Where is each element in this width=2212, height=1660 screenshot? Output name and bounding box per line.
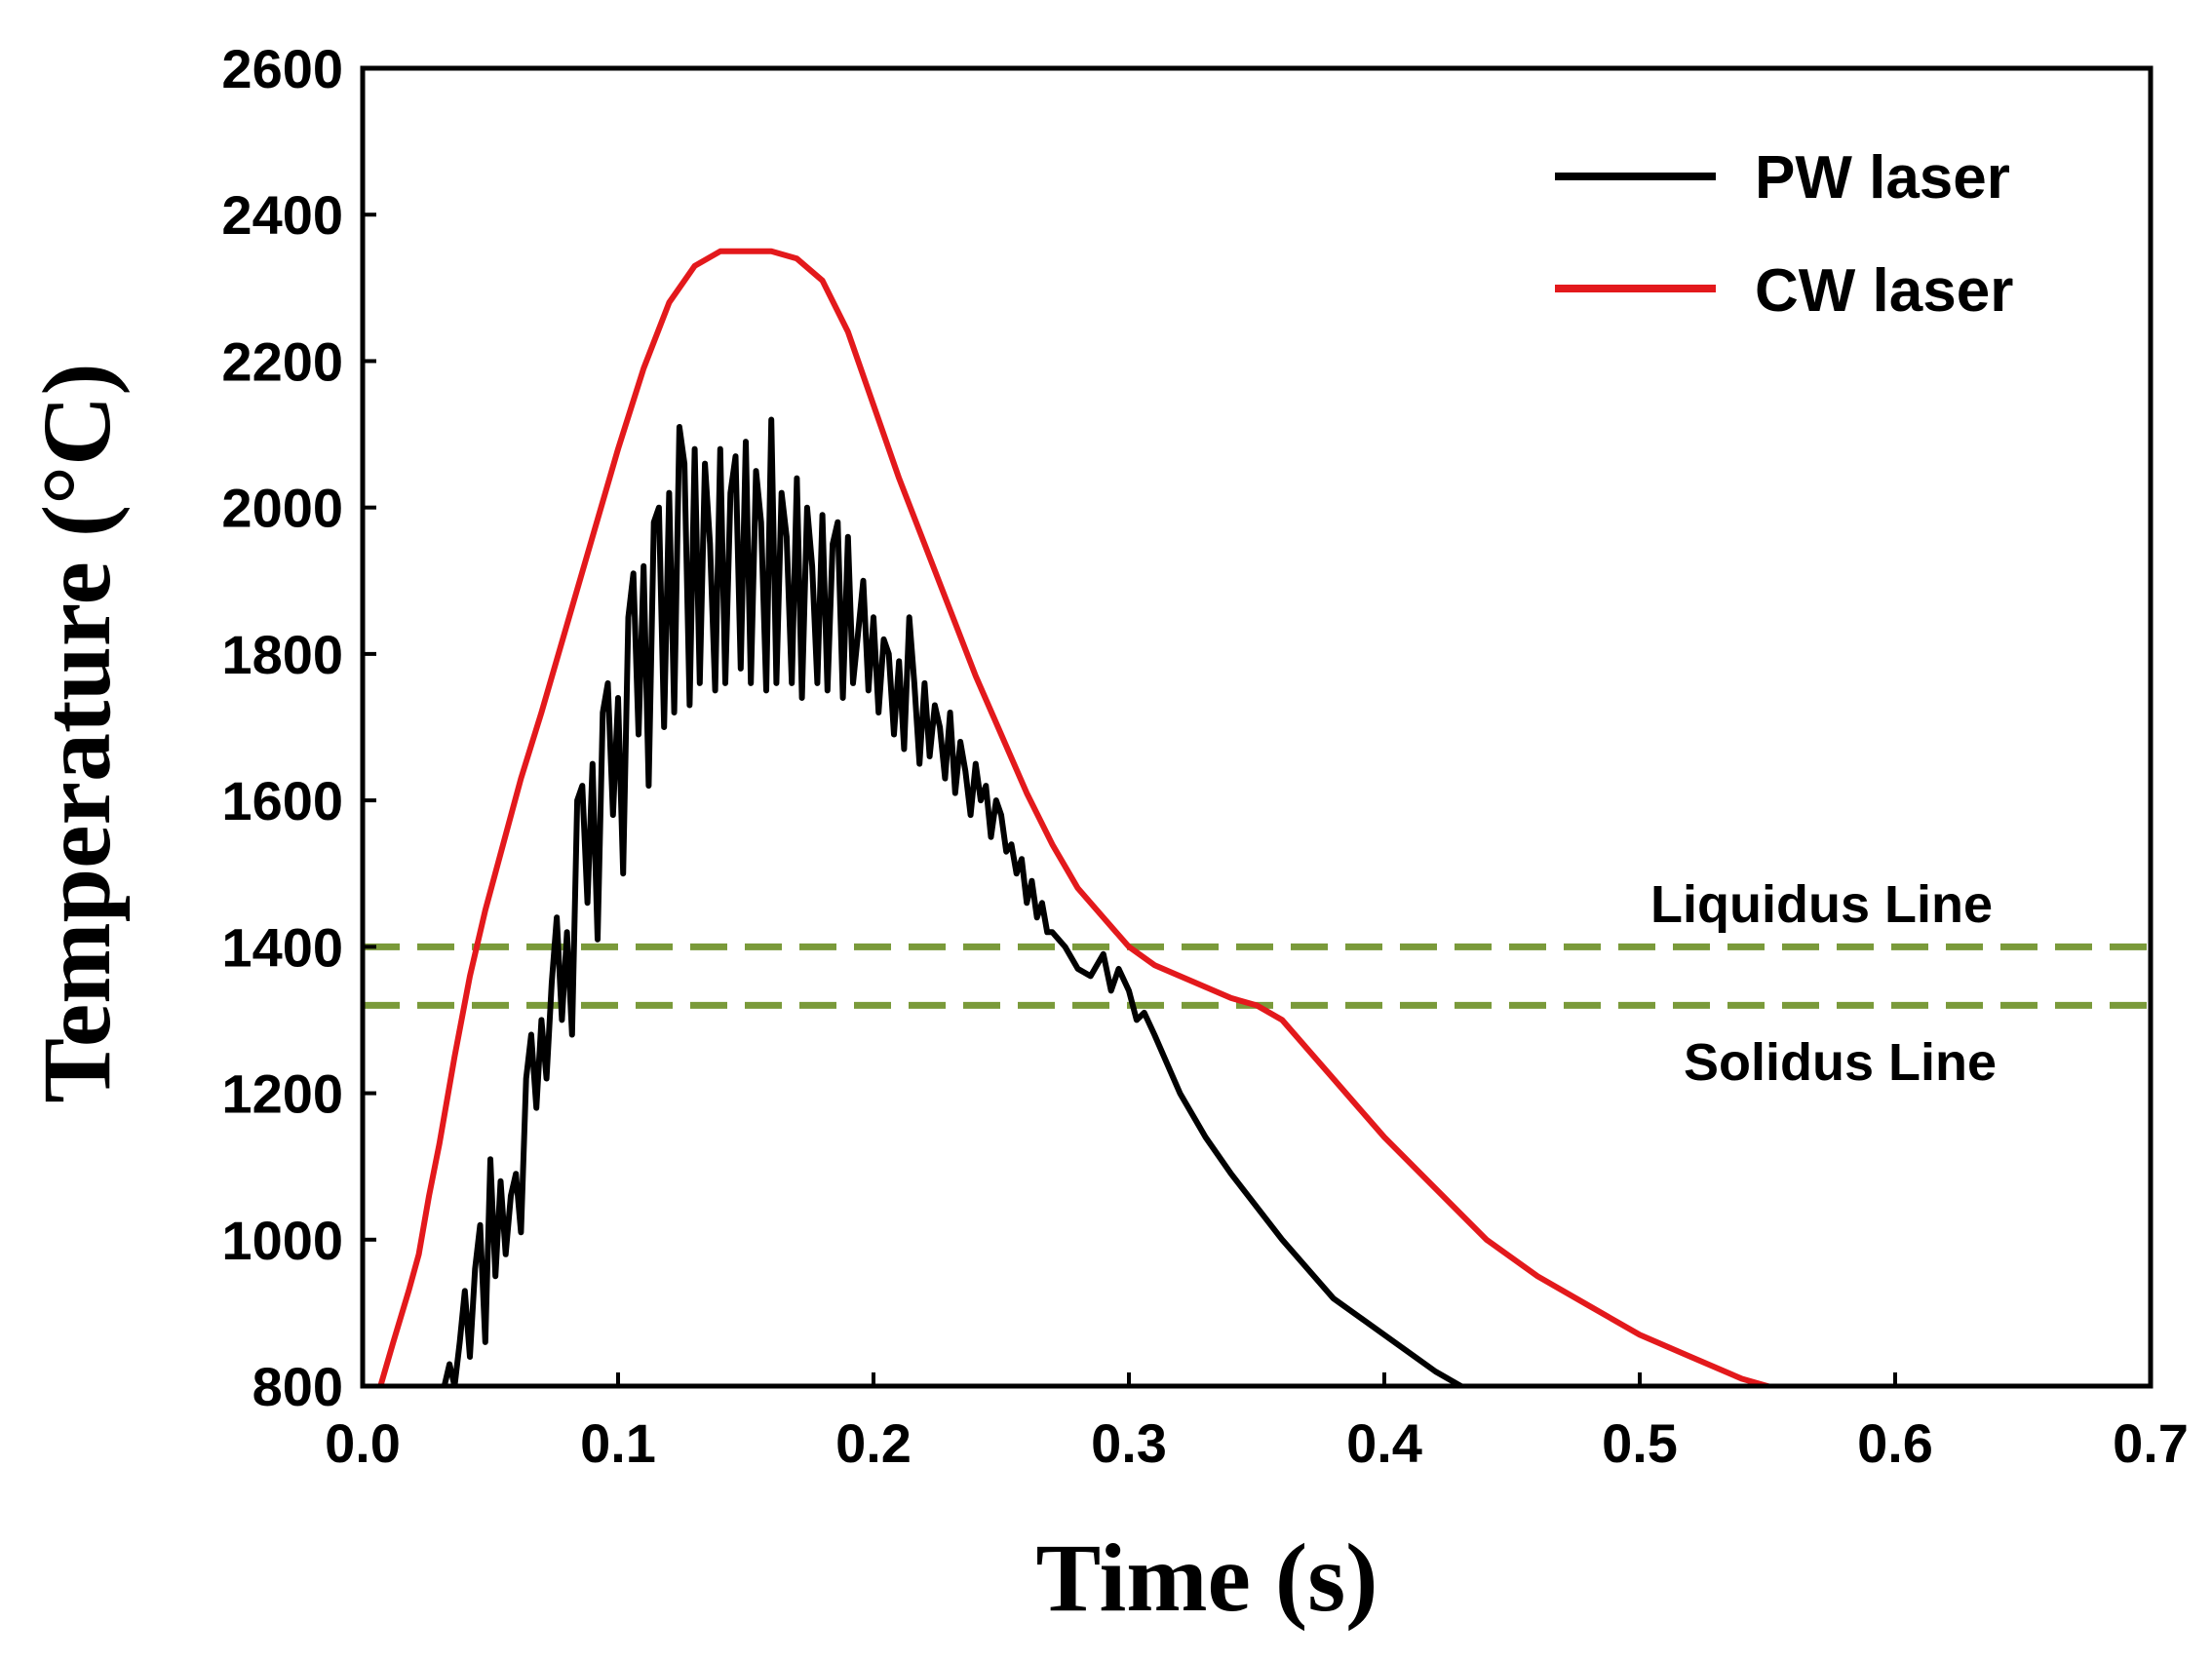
- x-axis-title: Time (s): [1036, 1524, 1378, 1632]
- x-axis-ticks: 0.0 0.1 0.2 0.3 0.4 0.5 0.6 0.7: [325, 1372, 2189, 1474]
- x-tick-label: 0.4: [1346, 1412, 1422, 1474]
- y-tick-label: 2600: [221, 38, 343, 99]
- series-layer: [377, 248, 1778, 1386]
- x-tick-label: 0.6: [1857, 1412, 1933, 1474]
- legend: PW laser CW laser: [1555, 144, 2013, 325]
- y-tick-label: 2200: [221, 330, 343, 392]
- series-line-pw-laser: [441, 416, 1467, 1386]
- y-tick-label: 2000: [221, 478, 343, 539]
- plot-frame: [360, 65, 2154, 1389]
- y-axis-title: Temperature (°C): [22, 363, 131, 1102]
- y-tick-label: 1800: [221, 624, 343, 685]
- y-tick-label: 1000: [221, 1210, 343, 1271]
- y-tick-label: 1400: [221, 916, 343, 978]
- x-tick-label: 0.1: [580, 1412, 656, 1474]
- series-line-cw-laser: [377, 248, 1778, 1386]
- x-tick-label: 0.7: [2113, 1412, 2189, 1474]
- x-tick-label: 0.0: [325, 1412, 401, 1474]
- legend-label-cw-laser: CW laser: [1755, 257, 2013, 325]
- y-tick-label: 2400: [221, 184, 343, 246]
- legend-label-pw-laser: PW laser: [1755, 144, 2010, 212]
- y-axis-ticks: 800 1000 1200 1400 1600 1800 2000 2200 2400 2600: [221, 38, 376, 1417]
- x-tick-label: 0.5: [1602, 1412, 1678, 1474]
- x-tick-label: 0.3: [1091, 1412, 1167, 1474]
- y-tick-label: 800: [252, 1356, 343, 1417]
- liquidus-line-label: Liquidus Line: [1650, 875, 1993, 934]
- reference-lines: [363, 943, 2151, 1009]
- y-tick-label: 1200: [221, 1063, 343, 1125]
- y-tick-label: 1600: [221, 770, 343, 831]
- solidus-line-label: Solidus Line: [1684, 1033, 1997, 1092]
- x-tick-label: 0.2: [835, 1412, 912, 1474]
